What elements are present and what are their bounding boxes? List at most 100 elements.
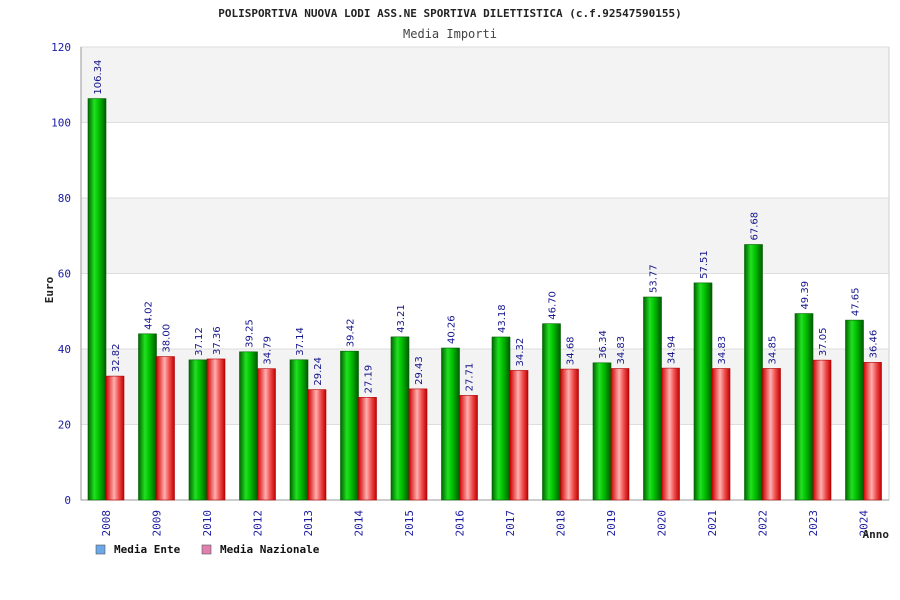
bar-media-ente: [491, 336, 511, 501]
x-tick-label: 2012: [252, 510, 265, 537]
bar-value-label: 53.77: [649, 264, 660, 293]
bar-media-nazionale: [358, 397, 377, 501]
x-tick-label: 2022: [757, 510, 770, 537]
y-tick-label: 20: [58, 419, 71, 432]
bar-value-label: 39.25: [245, 319, 256, 348]
bar-media-nazionale: [661, 367, 680, 501]
x-tick-label: 2009: [151, 510, 164, 537]
bar-value-label: 34.94: [667, 335, 678, 364]
bar-media-nazionale: [863, 362, 882, 501]
x-axis-ticks: 2008 2009 2010 2012 2013 2014 2015 2016 2017 2018…: [100, 510, 871, 537]
bar-media-ente: [441, 347, 460, 501]
plot-band: [81, 198, 889, 274]
bar-media-ente: [693, 282, 713, 501]
x-tick-label: 2010: [201, 510, 214, 537]
bar-media-nazionale: [206, 358, 226, 501]
bar-value-label: 27.71: [465, 363, 476, 392]
bar-media-nazionale: [560, 368, 579, 501]
bar-value-label: 46.70: [548, 291, 559, 320]
bar-media-nazionale: [156, 356, 175, 501]
bar-value-label: 43.21: [396, 304, 407, 333]
bar-media-ente: [542, 323, 561, 501]
bar-value-label: 49.39: [800, 281, 811, 310]
bar-media-ente: [239, 351, 258, 501]
bar-media-nazionale: [257, 368, 276, 501]
bar-media-ente: [643, 296, 662, 501]
bar-value-label: 34.85: [768, 336, 779, 365]
bar-media-nazionale: [812, 359, 832, 501]
bar-value-label: 29.43: [414, 356, 425, 385]
y-tick-label: 60: [58, 268, 71, 281]
x-tick-label: 2020: [656, 510, 669, 537]
bar-value-label: 36.46: [869, 330, 880, 359]
bar-media-nazionale: [762, 368, 781, 501]
bar-media-nazionale: [459, 395, 478, 501]
x-tick-label: 2017: [504, 510, 517, 537]
bar-media-ente: [744, 244, 763, 501]
legend-swatch: [95, 544, 106, 555]
legend: Media Ente Media Nazionale: [95, 543, 320, 556]
y-tick-label: 120: [51, 41, 71, 54]
bar-value-label: 37.12: [194, 327, 205, 356]
bar-media-nazionale: [711, 368, 731, 501]
bar-value-label: 47.65: [851, 287, 862, 316]
y-axis-label: Euro: [43, 276, 56, 303]
bar-value-label: 32.82: [111, 343, 122, 372]
bar-media-nazionale: [307, 389, 327, 501]
bar-value-label: 43.18: [497, 304, 508, 333]
bar-value-label: 40.26: [447, 315, 458, 344]
x-tick-label: 2018: [555, 510, 568, 537]
bar-media-ente: [845, 319, 864, 501]
bar-media-nazionale: [610, 368, 630, 501]
bar-value-label: 37.36: [212, 326, 223, 355]
bar-media-ente: [188, 359, 208, 501]
x-tick-label: 2023: [807, 510, 820, 537]
legend-swatch: [201, 544, 212, 555]
bar-value-label: 57.51: [699, 250, 710, 279]
legend-label: Media Nazionale: [220, 543, 320, 556]
bar-value-label: 37.05: [818, 327, 829, 356]
y-tick-label: 40: [58, 343, 71, 356]
bar-media-ente: [592, 362, 612, 501]
chart-subtitle: Media Importi: [403, 27, 497, 41]
bar-value-label: 37.14: [295, 327, 306, 356]
x-axis-label: Anno: [863, 528, 890, 541]
bar-media-ente: [87, 98, 107, 501]
bar-value-label: 34.79: [263, 336, 274, 365]
y-tick-label: 80: [58, 192, 71, 205]
bar-media-ente: [794, 313, 814, 501]
bar-value-label: 67.68: [750, 212, 761, 241]
bar-media-nazionale: [408, 388, 428, 501]
bar-value-label: 36.34: [598, 330, 609, 359]
bars: 106.34 32.82 44.02 38.00 37.12 37.36 39.25 34.7…: [87, 60, 882, 501]
x-tick-label: 2024: [858, 510, 871, 537]
bar-media-ente: [138, 333, 157, 501]
bar-media-ente: [390, 336, 410, 501]
x-tick-label: 2019: [605, 510, 618, 537]
bar-value-label: 38.00: [162, 324, 173, 353]
x-tick-label: 2008: [100, 510, 113, 537]
y-tick-label: 100: [51, 117, 71, 130]
bar-value-label: 34.32: [515, 338, 526, 367]
chart-title: POLISPORTIVA NUOVA LODI ASS.NE SPORTIVA …: [218, 7, 682, 20]
bar-media-ente: [340, 350, 359, 501]
x-tick-label: 2013: [302, 510, 315, 537]
x-tick-label: 2015: [403, 510, 416, 537]
x-tick-label: 2014: [353, 510, 366, 537]
bar-value-label: 27.19: [364, 365, 375, 394]
bar-media-nazionale: [105, 375, 125, 501]
bar-value-label: 34.83: [717, 336, 728, 365]
bar-media-ente: [289, 359, 309, 501]
plot-band: [81, 47, 889, 123]
bar-value-label: 34.83: [616, 336, 627, 365]
x-tick-label: 2021: [706, 510, 719, 537]
bar-value-label: 44.02: [144, 301, 155, 330]
bar-value-label: 106.34: [93, 60, 104, 95]
bar-value-label: 39.42: [346, 319, 357, 348]
x-tick-label: 2016: [454, 510, 467, 537]
bar-value-label: 34.68: [566, 336, 577, 365]
legend-label: Media Ente: [114, 543, 181, 556]
bar-media-nazionale: [509, 370, 529, 501]
y-tick-label: 0: [64, 494, 71, 507]
